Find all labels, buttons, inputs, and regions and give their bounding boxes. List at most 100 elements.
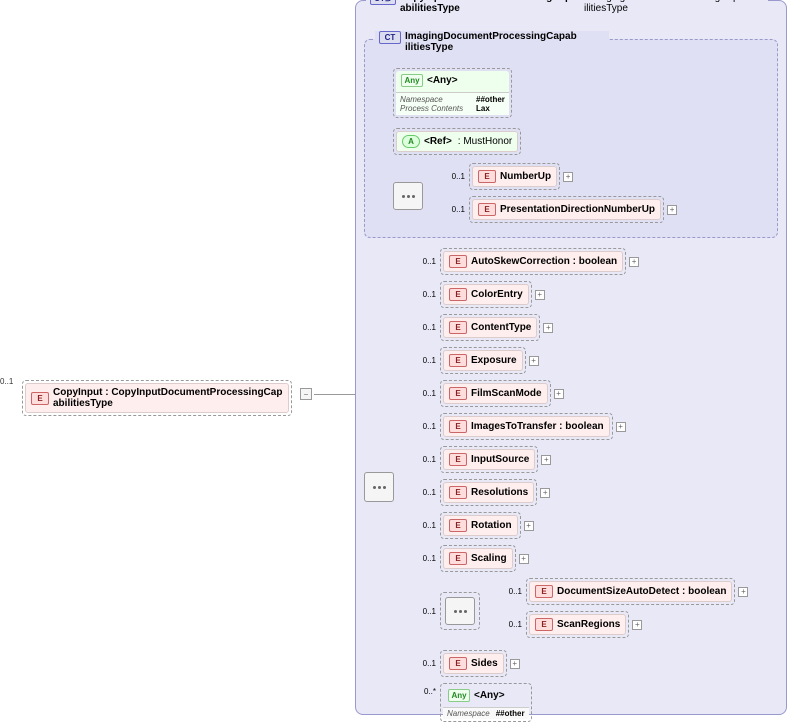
expand-icon[interactable]: + [529,356,539,366]
expand-icon[interactable]: + [543,323,553,333]
element-label: AutoSkewCorrection : boolean [471,256,617,267]
cardinality-label: 0..1 [414,422,436,431]
type-tag: E [449,420,467,433]
any-pc-val: Lax [476,104,490,113]
element-row: 0..1 E InputSource + [414,446,778,473]
inner-ct-name: ImagingDocumentProcessingCapab ilitiesTy… [405,31,605,53]
element-label: Exposure [471,355,517,366]
outer-ct-base: : ImagingDocumentProcessingCapab ilities… [584,0,764,14]
type-tag: E [535,618,553,631]
any-bottom-label: <Any> [474,690,505,701]
root-element: E CopyInput : CopyInputDocumentProcessin… [22,380,292,416]
expand-icon[interactable]: + [667,205,677,215]
any-pc-key: Process Contents [400,104,470,113]
element-label: ContentType [471,322,531,333]
expand-icon[interactable]: + [524,521,534,531]
type-tag: E [449,255,467,268]
element-row: 0..1 E Sides + [414,650,778,677]
ref-choice-icon [393,182,423,210]
outer-ct-container: CT∋ CopyInputDocumentProcessingCap abili… [355,0,787,715]
inner-ct-container: CT ImagingDocumentProcessingCapab ilitie… [364,39,778,238]
element-row: 0..1 E FilmScanMode + [414,380,778,407]
expand-icon[interactable]: + [510,659,520,669]
element-row: 0..1 E AutoSkewCorrection : boolean + [414,248,778,275]
element-row: 0..1EContentType+ [414,314,778,341]
cardinality-label: 0..1 [414,257,436,266]
type-tag: E [449,453,467,466]
element-label: ImagesToTransfer : boolean [471,421,604,432]
element-row: 0..1 E Resolutions + [414,479,778,506]
expand-icon[interactable]: + [563,172,573,182]
element-label: Scaling [471,553,507,564]
type-tag: E [478,203,496,216]
element-row: 0..1 E NumberUp + [443,163,677,190]
any-bottom-card: 0..* [414,687,436,696]
outer-ct-name: CopyInputDocumentProcessingCap abilities… [400,0,580,14]
cardinality-label: 0..1 [414,488,436,497]
type-tag: E [535,585,553,598]
element-label: ScanRegions [557,619,620,630]
ref-attr: A <Ref> : MustHonor [393,128,521,155]
root-expand[interactable]: − [300,388,312,400]
element-label: DocumentSizeAutoDetect : boolean [557,586,726,597]
type-tag: E [449,552,467,565]
cardinality-label: 0..1 [500,587,522,596]
cardinality-label: 0..1 [443,172,465,181]
cardinality-label: 0..1 [414,554,436,563]
expand-icon[interactable]: + [541,455,551,465]
cardinality-label: 0..1 [443,205,465,214]
ref-type: : MustHonor [458,136,512,147]
cardinality-label: 0..1 [414,323,436,332]
type-tag: E [449,519,467,532]
cardinality-label: 0..1 [414,389,436,398]
expand-icon[interactable]: + [629,257,639,267]
element-row: 0..1 E PresentationDirectionNumberUp + [443,196,677,223]
element-label: InputSource [471,454,529,465]
expand-icon[interactable]: + [616,422,626,432]
expand-icon[interactable]: + [540,488,550,498]
ref-label: <Ref> [424,136,452,147]
element-row: 0..1EExposure+ [414,347,778,374]
expand-icon[interactable]: + [554,389,564,399]
any-ns-val: ##other [476,95,505,104]
element-label: Resolutions [471,487,528,498]
root-cardinality: 0..1 [0,377,13,386]
cardinality-label: 0..1 [414,356,436,365]
element-label: Sides [471,658,498,669]
element-label: PresentationDirectionNumberUp [500,204,655,215]
any-top-element: Any <Any> Namespace##other Process Conte… [393,68,512,118]
element-row: 0..1 E ColorEntry + [414,281,778,308]
type-tag: E [449,288,467,301]
element-row: 0..1 E DocumentSizeAutoDetect : boolean + [500,578,748,605]
element-label: FilmScanMode [471,388,542,399]
any-ns-key: Namespace [400,95,470,104]
type-tag: E [478,170,496,183]
any-bottom-ns-k: Namespace [447,709,490,718]
cardinality-label: 0..1 [414,290,436,299]
any-bottom-ns-v: ##other [496,709,525,718]
type-tag: E [449,387,467,400]
type-tag: E [449,486,467,499]
root-label: CopyInput : CopyInputDocumentProcessingC… [53,387,283,409]
cardinality-label: 0..1 [414,521,436,530]
expand-icon[interactable]: + [535,290,545,300]
main-choice-icon [364,472,394,502]
any-bottom-element: Any <Any> Namespace ##other [440,683,532,722]
cardinality-label: 0..1 [414,659,436,668]
subchoice-card: 0..1 [414,607,436,616]
element-label: NumberUp [500,171,551,182]
type-tag: E [449,657,467,670]
element-label: Rotation [471,520,512,531]
expand-icon[interactable]: + [738,587,748,597]
expand-icon[interactable]: + [632,620,642,630]
element-row: 0..1 E Scaling + [414,545,778,572]
any-top-label: <Any> [427,75,458,86]
sub-choice-icon [445,597,475,625]
cardinality-label: 0..1 [414,455,436,464]
element-row: 0..1 E Rotation + [414,512,778,539]
cardinality-label: 0..1 [500,620,522,629]
element-row: 0..1 E ImagesToTransfer : boolean + [414,413,778,440]
element-row: 0..1 E ScanRegions + [500,611,748,638]
expand-icon[interactable]: + [519,554,529,564]
element-label: ColorEntry [471,289,523,300]
